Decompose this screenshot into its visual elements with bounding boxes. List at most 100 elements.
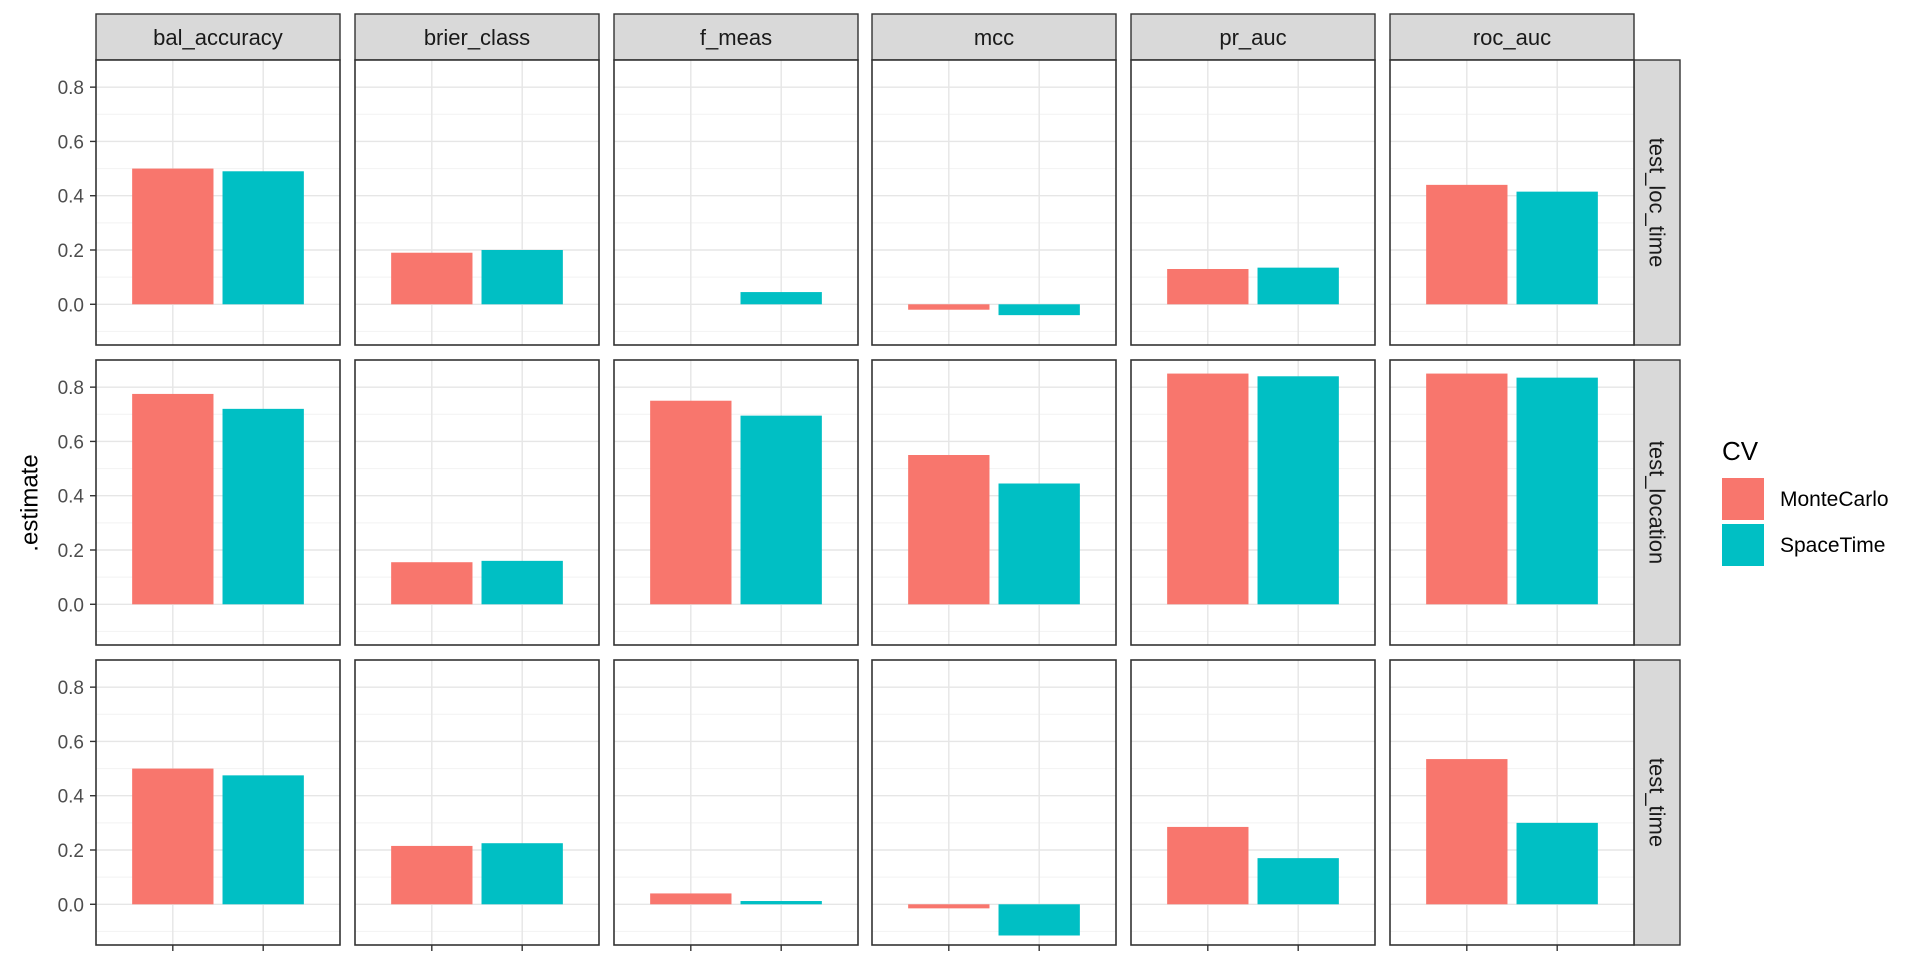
facet-panel xyxy=(613,359,859,646)
y-tick-label: 0.4 xyxy=(58,487,85,508)
bar-spacetime xyxy=(998,904,1080,936)
panel-border xyxy=(1389,59,1635,346)
facet-panel xyxy=(354,359,600,646)
column-strip xyxy=(871,13,1117,61)
panel-border xyxy=(95,59,341,346)
y-tick-label: 0.2 xyxy=(58,241,84,262)
panel-border xyxy=(1130,659,1376,946)
y-axis-title: .estimate xyxy=(17,454,44,551)
row-strip xyxy=(1633,659,1681,946)
legend-label: MonteCarlo xyxy=(1780,488,1889,511)
panel-border xyxy=(354,659,600,946)
bar-montecarlo xyxy=(1426,373,1508,605)
panel-border xyxy=(871,659,1117,946)
facet-panel xyxy=(613,659,859,951)
bar-spacetime xyxy=(740,292,822,305)
y-tick-label: 0.6 xyxy=(58,432,84,453)
facet-panel xyxy=(871,659,1117,951)
bar-montecarlo xyxy=(391,562,473,605)
bar-montecarlo xyxy=(908,455,990,605)
bar-spacetime xyxy=(1516,377,1598,605)
bar-montecarlo xyxy=(1167,373,1249,605)
facet-panel xyxy=(354,659,600,951)
facet-panel xyxy=(1389,659,1635,951)
row-strip-label: test_loc_time xyxy=(1645,138,1670,268)
bar-spacetime xyxy=(222,408,304,605)
bar-spacetime xyxy=(998,483,1080,605)
bar-spacetime xyxy=(1516,822,1598,905)
bar-montecarlo xyxy=(1167,826,1249,905)
y-tick-label: 0.6 xyxy=(58,132,84,153)
y-tick-label: 0.4 xyxy=(58,187,85,208)
bar-montecarlo xyxy=(391,845,473,905)
panel-border xyxy=(1130,359,1376,646)
bar-spacetime xyxy=(481,843,563,905)
facet-panel xyxy=(871,359,1117,646)
bar-spacetime xyxy=(740,415,822,605)
bar-spacetime xyxy=(998,304,1080,316)
column-strip-label: roc_auc xyxy=(1473,25,1551,50)
column-strip-label: f_meas xyxy=(700,25,772,50)
row-strip-label: test_location xyxy=(1645,441,1670,565)
column-strip-label: mcc xyxy=(974,25,1014,50)
facet-panel xyxy=(1389,359,1635,646)
bar-montecarlo xyxy=(132,393,214,605)
bar-montecarlo xyxy=(391,252,473,305)
panel-border xyxy=(613,659,859,946)
bar-montecarlo xyxy=(908,304,990,310)
bar-spacetime xyxy=(1516,191,1598,305)
facet-panel xyxy=(1130,659,1376,951)
panel-border xyxy=(871,359,1117,646)
bar-montecarlo xyxy=(908,904,990,909)
legend-swatch xyxy=(1722,478,1764,520)
panel-border xyxy=(95,659,341,946)
legend-swatch xyxy=(1722,524,1764,566)
y-tick-label: 0.8 xyxy=(58,678,84,699)
column-strip xyxy=(95,13,341,61)
panel-border xyxy=(1389,659,1635,946)
panel-border xyxy=(354,59,600,346)
facet-panel xyxy=(1130,359,1376,646)
bar-montecarlo xyxy=(132,768,214,905)
bar-spacetime xyxy=(1257,858,1339,905)
facet-panel xyxy=(1130,59,1376,346)
legend-label: SpaceTime xyxy=(1780,534,1885,557)
facet-panel xyxy=(95,659,341,951)
bar-spacetime xyxy=(740,901,822,905)
column-strip-label: brier_class xyxy=(424,25,530,50)
panel-border xyxy=(354,359,600,646)
bar-montecarlo xyxy=(1426,184,1508,305)
row-strip xyxy=(1633,359,1681,646)
column-strip xyxy=(613,13,859,61)
column-strip xyxy=(354,13,600,61)
facet-panel xyxy=(1389,59,1635,346)
legend-title: CV xyxy=(1722,436,1759,466)
bar-spacetime xyxy=(1257,267,1339,305)
y-tick-label: 0.2 xyxy=(58,541,84,562)
bar-montecarlo xyxy=(132,168,214,305)
bar-spacetime xyxy=(481,250,563,305)
bar-montecarlo xyxy=(1426,759,1508,905)
y-tick-label: 0.2 xyxy=(58,841,84,862)
legend: CV MonteCarlo SpaceTime xyxy=(1722,436,1889,566)
facet-panel xyxy=(871,59,1117,346)
panel-background xyxy=(872,660,1116,945)
panel-border xyxy=(871,59,1117,346)
row-strip-label: test_time xyxy=(1645,758,1670,847)
panel-background xyxy=(872,60,1116,345)
y-tick-label: 0.6 xyxy=(58,732,84,753)
panel-border xyxy=(1130,59,1376,346)
y-tick-label: 0.0 xyxy=(58,595,84,616)
bar-spacetime xyxy=(481,560,563,605)
bar-spacetime xyxy=(1257,376,1339,605)
y-tick-label: 0.8 xyxy=(58,78,84,99)
facet-panel xyxy=(613,59,859,346)
facet-panel xyxy=(95,59,341,346)
panel-border xyxy=(613,59,859,346)
column-strip-label: bal_accuracy xyxy=(153,25,283,50)
facet-panels: bal_accuracy brier_class f_meas mcc pr_auc ro… xyxy=(58,13,1681,951)
panel-border xyxy=(95,359,341,646)
bar-montecarlo xyxy=(1167,269,1249,305)
panel-border xyxy=(1389,359,1635,646)
bar-spacetime xyxy=(222,775,304,905)
